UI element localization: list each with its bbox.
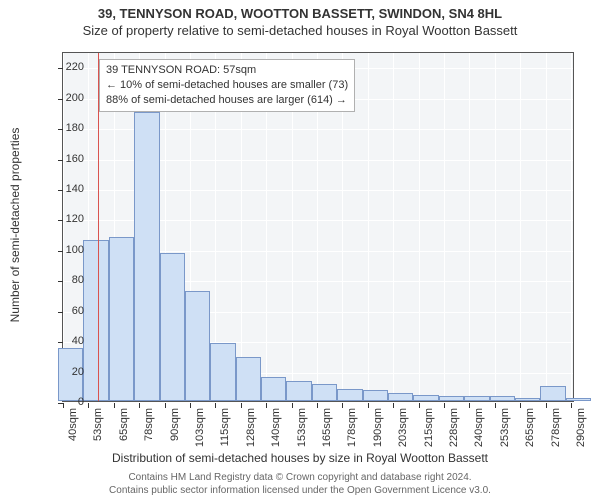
x-tick-mark [444, 403, 445, 408]
x-tick-label: 290sqm [575, 408, 587, 447]
grid-line-v [393, 53, 394, 401]
y-tick-label: 60 [44, 305, 84, 317]
x-tick-mark [520, 403, 521, 408]
x-tick-label: 115sqm [219, 408, 231, 446]
x-tick-mark [139, 403, 140, 408]
x-tick-label: 178sqm [346, 408, 358, 447]
x-tick-label: 128sqm [245, 408, 257, 447]
histogram-bar [464, 396, 489, 401]
histogram-bar [388, 393, 413, 401]
x-tick-label: 103sqm [194, 408, 206, 447]
histogram-bar [490, 396, 515, 401]
x-tick-mark [114, 403, 115, 408]
histogram-bar [286, 381, 311, 401]
x-tick-mark [419, 403, 420, 408]
histogram-bar [236, 357, 261, 401]
histogram-bar [540, 386, 565, 401]
x-tick-mark [469, 403, 470, 408]
x-tick-mark [241, 403, 242, 408]
histogram-bar [134, 112, 159, 401]
x-tick-label: 153sqm [296, 408, 308, 447]
x-tick-label: 53sqm [92, 408, 104, 441]
y-axis-label: Number of semi-detached properties [8, 128, 22, 323]
annotation-line: 88% of semi-detached houses are larger (… [106, 93, 348, 108]
credit-line-2: Contains public sector information licen… [0, 485, 600, 496]
x-tick-mark [88, 403, 89, 408]
y-tick-label: 100 [44, 244, 84, 256]
x-tick-label: 140sqm [270, 408, 282, 447]
y-tick-label: 0 [44, 396, 84, 408]
annotation-box: 39 TENNYSON ROAD: 57sqm← 10% of semi-det… [99, 59, 355, 112]
histogram-bar [210, 343, 235, 401]
y-tick-label: 160 [44, 153, 84, 165]
grid-line-v [368, 53, 369, 401]
x-tick-label: 65sqm [118, 408, 130, 441]
grid-line-v [419, 53, 420, 401]
chart-area: 40sqm53sqm65sqm78sqm90sqm103sqm115sqm128… [62, 52, 574, 402]
x-tick-label: 90sqm [169, 408, 181, 441]
grid-line-v [495, 53, 496, 401]
x-tick-label: 215sqm [423, 408, 435, 447]
x-tick-mark [571, 403, 572, 408]
x-tick-mark [292, 403, 293, 408]
x-tick-mark [393, 403, 394, 408]
histogram-bar [185, 291, 210, 401]
x-tick-label: 40sqm [67, 408, 79, 441]
page-title: 39, TENNYSON ROAD, WOOTTON BASSETT, SWIN… [0, 0, 600, 21]
y-tick-label: 80 [44, 274, 84, 286]
x-tick-mark [165, 403, 166, 408]
histogram-bar [337, 389, 362, 401]
y-tick-label: 180 [44, 122, 84, 134]
histogram-bar [261, 377, 286, 401]
annotation-line: 39 TENNYSON ROAD: 57sqm [106, 63, 348, 78]
x-tick-mark [215, 403, 216, 408]
histogram-bar [566, 398, 591, 401]
y-tick-label: 120 [44, 213, 84, 225]
annotation-line: ← 10% of semi-detached houses are smalle… [106, 78, 348, 93]
grid-line-v [469, 53, 470, 401]
x-tick-mark [266, 403, 267, 408]
grid-line-v [444, 53, 445, 401]
x-tick-mark [190, 403, 191, 408]
y-tick-label: 220 [44, 61, 84, 73]
histogram-bar [160, 253, 185, 401]
plot-area: 40sqm53sqm65sqm78sqm90sqm103sqm115sqm128… [62, 52, 574, 402]
x-axis-label: Distribution of semi-detached houses by … [0, 451, 600, 465]
x-tick-label: 203sqm [397, 408, 409, 447]
histogram-bar [83, 240, 108, 401]
x-tick-mark [495, 403, 496, 408]
histogram-bar [109, 237, 134, 401]
credit-line-1: Contains HM Land Registry data © Crown c… [0, 472, 600, 483]
x-tick-mark [368, 403, 369, 408]
x-tick-label: 265sqm [524, 408, 536, 447]
x-tick-label: 78sqm [143, 408, 155, 441]
x-tick-label: 165sqm [321, 408, 333, 447]
grid-line-v [520, 53, 521, 401]
y-tick-label: 20 [44, 366, 84, 378]
histogram-bar [515, 398, 540, 401]
x-tick-label: 190sqm [372, 408, 384, 447]
histogram-bar [312, 384, 337, 401]
histogram-bar [439, 396, 464, 401]
x-tick-mark [342, 403, 343, 408]
page-subtitle: Size of property relative to semi-detach… [0, 21, 600, 38]
y-tick-label: 140 [44, 183, 84, 195]
x-tick-label: 240sqm [473, 408, 485, 447]
x-tick-label: 228sqm [448, 408, 460, 447]
x-tick-mark [546, 403, 547, 408]
histogram-bar [413, 395, 438, 401]
grid-line-v [571, 53, 572, 401]
x-tick-label: 278sqm [550, 408, 562, 447]
x-tick-mark [317, 403, 318, 408]
x-tick-label: 253sqm [499, 408, 511, 447]
y-tick-label: 200 [44, 92, 84, 104]
grid-line-v [546, 53, 547, 401]
y-tick-label: 40 [44, 335, 84, 347]
histogram-bar [363, 390, 388, 401]
